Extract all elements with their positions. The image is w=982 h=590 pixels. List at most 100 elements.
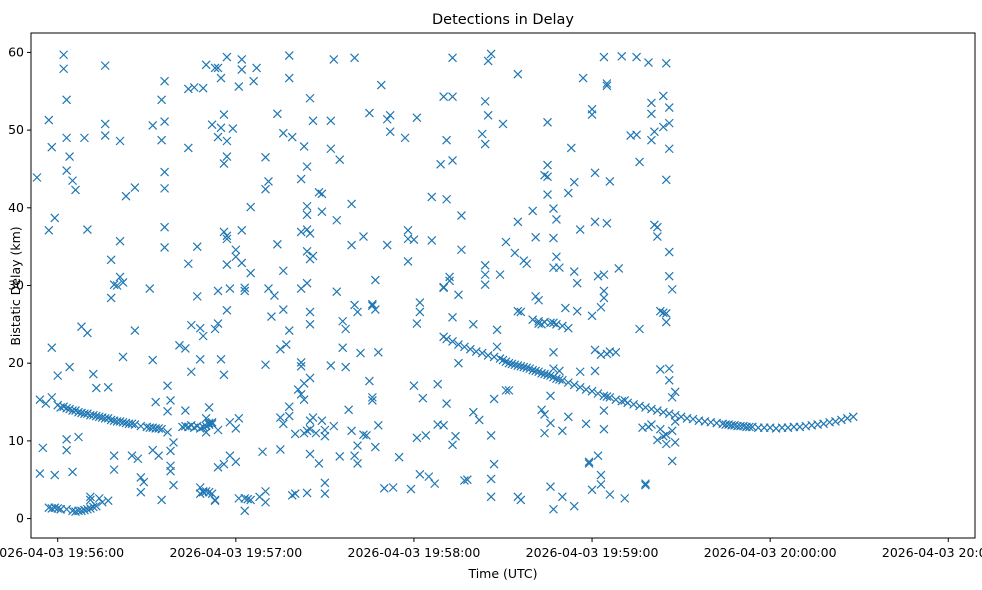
data-point-292 [222,234,232,244]
data-point-303 [234,82,244,92]
data-point-430 [379,483,389,493]
data-point-546 [566,143,576,153]
data-point-82 [507,359,517,369]
data-point-89 [528,365,538,375]
data-point-202 [103,496,113,506]
data-point-530 [549,347,558,357]
data-point-555 [581,419,591,429]
data-point-306 [237,54,247,64]
x-tick-label-2: 2026-04-03 19:58:00 [348,545,481,560]
y-tick-label-3: 30 [8,278,24,293]
data-point-456 [433,379,443,389]
data-point-389 [320,425,330,435]
data-point-431 [382,240,392,250]
data-point-340 [281,340,291,349]
data-point-173 [53,371,63,381]
data-point-282 [216,354,226,364]
data-point-81 [504,358,514,368]
data-point-231 [160,117,170,126]
data-point-607 [652,222,662,232]
data-point-528 [546,418,555,428]
data-point-425 [370,275,380,285]
data-point-184 [68,176,77,186]
data-point-624 [664,271,674,281]
data-point-209 [115,236,125,246]
data-point-195 [91,383,101,393]
data-point-341 [284,51,294,60]
data-point-245 [169,438,178,447]
data-point-594 [635,157,644,167]
data-point-204 [106,293,116,303]
data-point-427 [373,420,383,430]
data-point-90 [531,366,541,376]
data-point-535 [549,204,558,214]
data-point-442 [409,381,419,391]
data-point-295 [225,284,235,294]
data-point-480 [468,407,478,417]
data-point-408 [350,300,359,310]
data-point-605 [649,127,659,137]
data-point-224 [148,355,158,365]
data-point-421 [367,396,377,405]
data-point-336 [278,305,288,315]
data-point-523 [543,172,552,182]
data-point-114 [647,404,656,414]
data-point-164 [32,173,42,182]
data-point-424 [370,305,380,315]
data-point-376 [305,424,315,434]
data-point-397 [332,215,342,225]
data-point-527 [546,482,555,492]
data-point-593 [632,130,642,140]
data-point-561 [587,311,597,321]
data-point-69 [442,334,452,344]
data-point-346 [287,132,297,142]
data-point-102 [575,382,585,392]
y-tick-label-1: 10 [8,433,24,448]
data-point-628 [667,392,677,402]
data-point-534 [549,233,558,243]
y-tick-label-4: 40 [8,200,24,215]
data-point-359 [299,395,309,405]
data-point-283 [219,159,229,168]
data-point-260 [198,83,208,93]
data-point-174 [56,504,66,514]
data-point-418 [364,376,374,386]
data-point-462 [439,420,449,430]
data-point-21 [106,415,116,425]
data-point-226 [151,397,161,407]
data-point-482 [474,415,484,425]
data-point-168 [44,225,54,235]
data-point-394 [329,54,339,64]
data-point-575 [599,270,609,280]
data-point-366 [302,278,312,288]
data-point-486 [480,270,490,280]
data-point-317 [246,495,256,505]
data-point-198 [100,61,110,71]
data-point-385 [317,207,327,217]
data-point-461 [439,283,449,293]
data-point-206 [109,451,119,461]
data-point-550 [572,278,582,288]
data-point-267 [204,418,214,428]
data-point-277 [213,319,223,328]
data-point-108 [611,395,621,405]
data-point-16 [91,411,101,421]
data-point-401 [338,316,348,326]
data-point-190 [82,328,92,338]
y-tick-label-0: 0 [16,511,24,526]
data-point-503 [504,385,514,395]
data-point-215 [127,451,137,461]
data-point-74 [471,347,481,356]
data-point-312 [240,493,250,503]
data-point-380 [308,413,318,423]
data-point-565 [590,366,600,376]
data-point-433 [385,127,395,137]
data-point-559 [587,104,597,114]
data-point-599 [644,58,653,67]
data-point-422 [367,301,377,311]
data-point-505 [513,69,523,79]
data-point-478 [459,476,469,485]
data-point-316 [246,202,256,212]
data-point-538 [552,215,561,224]
data-point-354 [296,357,306,367]
